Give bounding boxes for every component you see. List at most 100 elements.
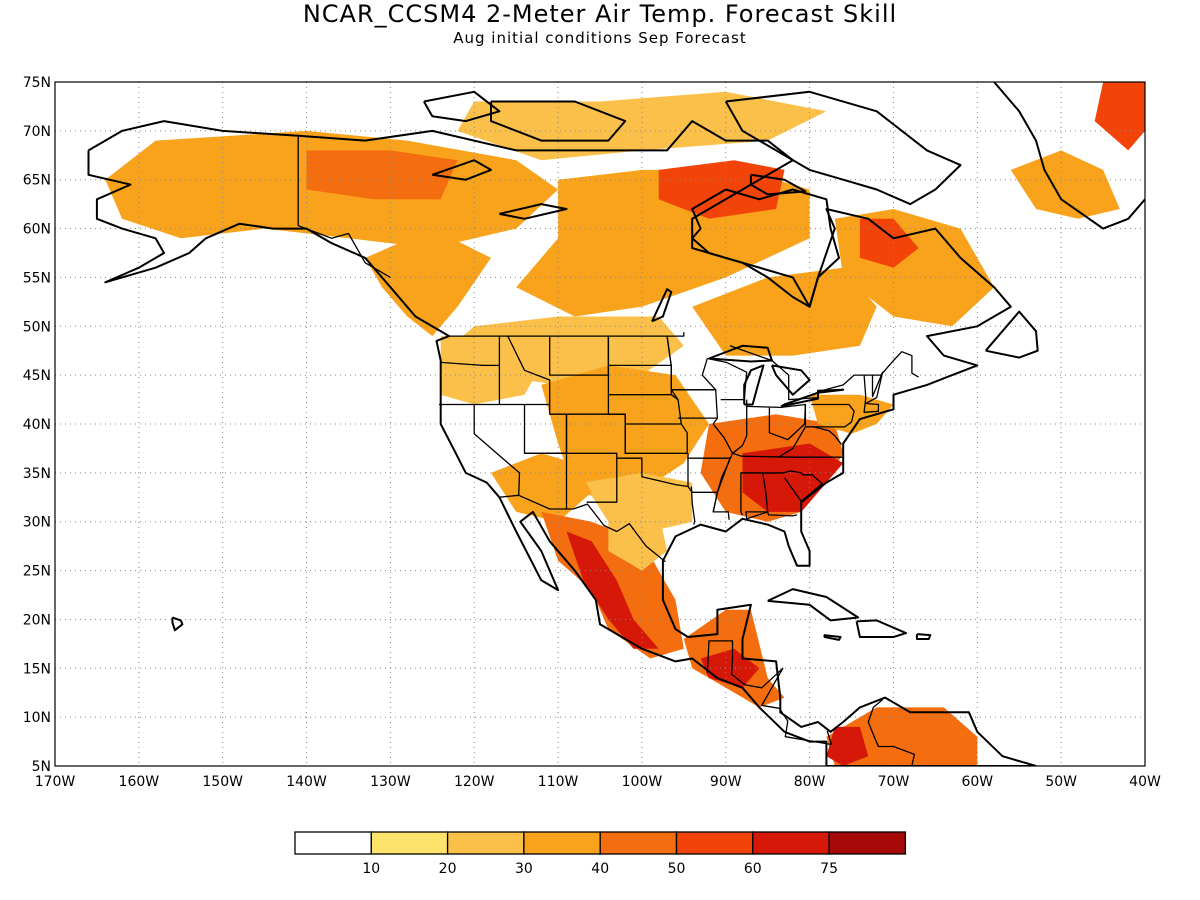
legend-swatch (370, 831, 449, 855)
coastline-greenland (993, 82, 1145, 230)
skill-region-south-america-high (826, 726, 869, 766)
boundary-us-canada-49th (449, 332, 685, 337)
coastline-newfoundland (984, 310, 1039, 359)
lat-tick-label: 20N (23, 612, 51, 628)
legend-label: 10 (362, 861, 380, 877)
political-boundaries-layer (297, 134, 919, 766)
legend-swatch (446, 831, 525, 855)
boundary-new-england (863, 371, 884, 413)
boundary-pa-ny-nj (804, 403, 855, 428)
lat-tick-label: 40N (23, 417, 51, 433)
boundary-mo-ar-tn (687, 457, 731, 494)
boundary-mississippi-river (712, 417, 734, 513)
coastline-hudson-bay (691, 188, 840, 308)
legend-label: 30 (515, 861, 533, 877)
boundary-ga-sc-nc (783, 470, 823, 502)
lon-tick-label: 160W (119, 774, 160, 790)
lat-tick-label: 70N (23, 124, 51, 140)
coastline-cuba (767, 588, 860, 622)
lon-tick-label: 60W (961, 774, 993, 790)
legend-swatch (294, 831, 372, 855)
coastline-layer (87, 82, 1145, 766)
lon-tick-label: 130W (370, 774, 411, 790)
boundary-tx-la (690, 486, 696, 525)
lon-tick-label: 140W (286, 774, 327, 790)
coastline-lake-michigan (743, 364, 765, 406)
lon-tick-label: 40W (1129, 774, 1161, 790)
map-frame (54, 81, 1146, 767)
legend-label: 60 (744, 861, 762, 877)
boundary-in-oh-mi (746, 403, 807, 441)
coastline-lake-erie-ontario (780, 388, 845, 408)
legend-swatch (523, 831, 601, 855)
lat-tick-label: 60N (23, 222, 51, 238)
lon-tick-label: 120W (454, 774, 495, 790)
coastline-pacific-coast (87, 150, 1036, 766)
legend-swatch (828, 831, 907, 855)
skill-region-southeast-high (742, 443, 844, 512)
skill-region-nw-canada-coast (365, 228, 491, 337)
lon-tick-label: 50W (1045, 774, 1077, 790)
lon-tick-label: 70W (878, 774, 910, 790)
boundary-or-ca-nv (439, 403, 521, 496)
boundary-ok-tx (616, 453, 689, 488)
skill-region-labrador-high (859, 218, 919, 268)
boundary-az-nm-co (524, 452, 618, 503)
skill-region-mexico-north (608, 511, 668, 571)
coastline-baffin-island (724, 90, 962, 206)
map-title: NCAR_CCSM4 2-Meter Air Temp. Forecast Sk… (302, 0, 898, 28)
longitude-tick-labels: 170W 160W 150W 140W 130W 120W 110W 100W 90W 80W 70… (35, 774, 1161, 790)
skill-region-mexico-west-high (566, 531, 659, 649)
lon-tick-label: 110W (538, 774, 579, 790)
lat-tick-label: 55N (23, 270, 51, 286)
skill-shading-layer (105, 82, 1145, 766)
boundary-wa-or (440, 361, 500, 367)
lat-tick-label: 50N (23, 319, 51, 335)
lon-tick-label: 80W (794, 774, 826, 790)
coastline-north-america-mainland (87, 120, 1037, 766)
coastline-jamaica (822, 634, 842, 641)
lat-tick-label: 65N (23, 173, 51, 189)
coastline-great-slave-lake (499, 203, 568, 220)
boundary-alaska-canada-border (297, 134, 391, 278)
legend-label: 75 (820, 861, 838, 877)
skill-region-ontario-quebec (692, 267, 877, 356)
coastline-lake-winnipeg (651, 288, 673, 323)
lon-tick-label: 150W (202, 774, 243, 790)
legend-swatch (675, 831, 754, 855)
boundary-colombia-venezuela (867, 699, 916, 766)
color-legend: 10 20 30 40 50 60 75 (294, 831, 907, 877)
boundary-central-america-borders (730, 659, 833, 746)
boundary-il-in-ky (731, 399, 844, 458)
legend-label: 50 (668, 861, 686, 877)
coastline-victoria-island (490, 100, 627, 142)
skill-region-alaska-interior-high (306, 150, 458, 200)
coastline-southampton-island (749, 173, 807, 196)
lat-tick-label: 25N (23, 564, 51, 580)
coastline-great-bear-lake (431, 159, 492, 181)
boundary-us-canada-east (729, 345, 919, 401)
lon-tick-label: 90W (710, 774, 742, 790)
lat-tick-label: 75N (23, 75, 51, 91)
coastline-hawaii-big-island (171, 616, 184, 632)
skill-region-canada-arctic-north (457, 91, 827, 161)
lat-tick-label: 35N (23, 466, 51, 482)
coastline-lake-huron (770, 364, 811, 396)
map-subtitle: Aug initial conditions Sep Forecast (453, 29, 747, 47)
legend-swatch (599, 831, 678, 855)
lat-tick-label: 10N (23, 710, 51, 726)
lon-tick-label: 170W (35, 774, 76, 790)
boundary-ia-mo-il (670, 389, 719, 419)
coastline-hispaniola (855, 619, 907, 638)
boundary-mexico-guatemala (706, 640, 734, 674)
legend-swatch (752, 831, 830, 855)
lat-tick-label: 15N (23, 661, 51, 677)
latitude-tick-labels: 75N 70N 65N 60N 55N 50N 45N 40N 35N 30N 25N 20N 15N 1… (23, 75, 51, 775)
lat-tick-label: 45N (23, 368, 51, 384)
skill-region-greenland-north (1094, 82, 1145, 151)
lat-tick-label: 5N (32, 759, 51, 775)
lat-tick-label: 30N (23, 515, 51, 531)
lon-tick-label: 100W (622, 774, 663, 790)
coastline-banks-island (423, 90, 501, 123)
boundary-wi-il-mi (707, 357, 748, 401)
